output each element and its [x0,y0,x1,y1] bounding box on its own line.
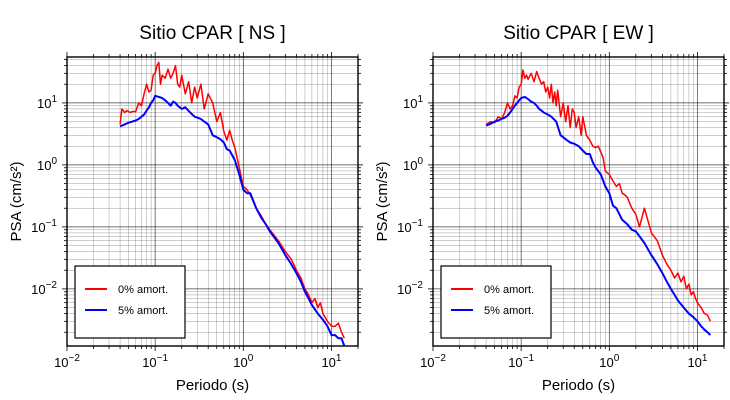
y-tick-label: 10−1 [31,218,57,235]
y-tick-label: 100 [37,156,57,173]
y-tick-base: 10 [37,96,51,111]
plot-frame [432,56,725,347]
y-tick-label: 10−2 [397,280,423,297]
series-line-blue [485,95,712,336]
legend: 0% amort. 5% amort. [74,265,186,339]
y-tick-label: 10−2 [31,280,57,297]
y-tick-label: 101 [403,94,423,111]
x-tick-exponent: 0 [614,353,620,364]
y-tick-exponent: −2 [46,280,58,291]
y-tick-base: 10 [31,220,45,235]
x-tick-base: 10 [54,355,68,370]
legend-label: 5% amort. [484,305,534,317]
tick-marks [428,52,729,351]
x-tick-label: 10−1 [142,353,168,370]
y-tick-base: 10 [403,158,417,173]
x-tick-label: 101 [687,353,707,370]
y-tick-exponent: 1 [51,94,57,105]
x-tick-exponent: −1 [157,353,169,364]
y-tick-base: 10 [397,220,411,235]
x-axis-label: Periodo (s) [542,377,615,394]
plot-frame [66,56,359,347]
x-tick-base: 10 [687,355,701,370]
legend-box [74,265,186,339]
y-tick-exponent: −1 [412,218,424,229]
y-tick-label: 101 [37,94,57,111]
x-tick-exponent: 1 [336,353,342,364]
tick-marks [62,52,363,351]
y-axis-label: PSA (cm/s²) [8,161,25,241]
x-tick-base: 10 [233,355,247,370]
x-tick-label: 100 [233,353,253,370]
y-tick-exponent: −2 [412,280,424,291]
series-line-blue [119,94,346,347]
x-tick-base: 10 [142,355,156,370]
legend-box [440,265,552,339]
x-tick-base: 10 [508,355,522,370]
series-line-red [119,61,345,339]
y-tick-base: 10 [397,282,411,297]
x-tick-exponent: −1 [523,353,535,364]
legend: 0% amort. 5% amort. [440,265,552,339]
y-tick-exponent: −1 [46,218,58,229]
legend-label: 0% amort. [118,284,168,296]
x-tick-exponent: −2 [435,353,447,364]
series-line-red [485,69,711,322]
x-tick-exponent: 0 [248,353,254,364]
chart-title: Sitio CPAR [ NS ] [139,23,285,44]
y-tick-base: 10 [31,282,45,297]
x-tick-label: 10−1 [508,353,534,370]
x-tick-label: 10−2 [54,353,80,370]
x-tick-base: 10 [420,355,434,370]
y-tick-label: 100 [403,156,423,173]
chart-title: Sitio CPAR [ EW ] [503,23,654,44]
legend-label: 5% amort. [118,305,168,317]
y-tick-label: 10−1 [397,218,423,235]
x-tick-exponent: 1 [702,353,708,364]
y-axis-label: PSA (cm/s²) [374,161,391,241]
y-tick-base: 10 [403,96,417,111]
y-tick-exponent: 1 [417,94,423,105]
x-axis-label: Periodo (s) [176,377,249,394]
x-tick-label: 101 [321,353,341,370]
x-tick-exponent: −2 [69,353,81,364]
x-tick-label: 10−2 [420,353,446,370]
y-tick-exponent: 0 [51,156,57,167]
y-tick-base: 10 [37,158,51,173]
x-tick-base: 10 [599,355,613,370]
legend-label: 0% amort. [484,284,534,296]
x-tick-label: 100 [599,353,619,370]
y-tick-exponent: 0 [417,156,423,167]
x-tick-base: 10 [321,355,335,370]
